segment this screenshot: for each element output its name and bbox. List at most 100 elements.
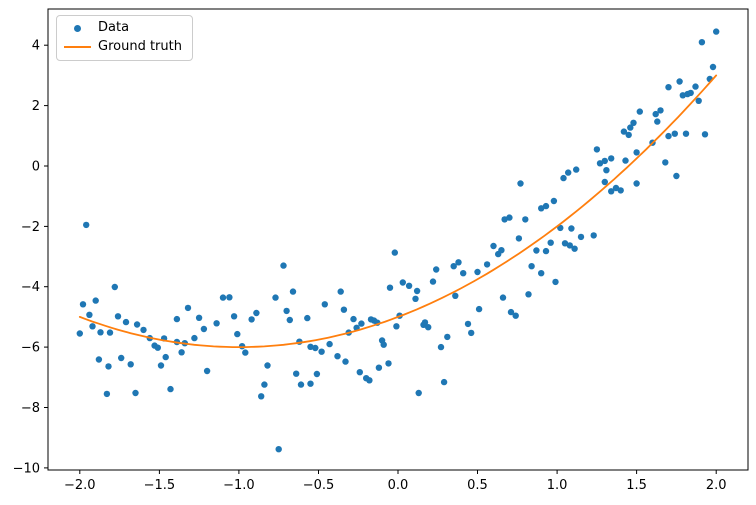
legend-item-data: Data [64, 21, 182, 35]
data-point [568, 225, 575, 232]
data-point [184, 304, 192, 312]
data-point [312, 344, 319, 352]
data-point [654, 118, 661, 125]
data-point [242, 349, 249, 356]
data-point [590, 232, 597, 239]
data-point [620, 128, 628, 135]
data-point [608, 188, 615, 195]
data-point [127, 361, 134, 368]
data-point [709, 63, 717, 71]
data-point [304, 314, 311, 322]
data-point [444, 333, 451, 341]
y-tick-label: −2 [21, 220, 40, 235]
data-point [593, 146, 601, 153]
data-point [307, 380, 314, 387]
data-point [307, 343, 314, 350]
data-point [542, 202, 550, 210]
data-point [226, 294, 233, 301]
data-point [275, 446, 282, 453]
data-point [636, 108, 643, 115]
data-point [297, 381, 305, 388]
data-point [522, 216, 529, 223]
data-point [140, 326, 147, 334]
data-point [286, 316, 293, 324]
data-point [608, 155, 615, 162]
data-point [412, 295, 419, 302]
data-point [499, 294, 507, 301]
data-point [440, 378, 448, 386]
data-point [103, 390, 111, 398]
data-point [566, 242, 573, 249]
data-point [326, 340, 333, 348]
data-point [571, 245, 578, 252]
data-point [356, 369, 363, 376]
data-point [538, 270, 545, 277]
data-point [455, 259, 462, 266]
data-point [293, 370, 300, 377]
data-point [253, 309, 260, 317]
data-point [399, 279, 406, 286]
x-tick-label: −1.0 [223, 478, 255, 493]
scatter-marker-icon [74, 24, 81, 32]
data-point [105, 363, 112, 370]
data-point [114, 313, 122, 320]
y-tick-label: −10 [13, 461, 40, 476]
data-point [318, 348, 325, 355]
data-point [76, 330, 84, 337]
legend-label-ground-truth: Ground truth [98, 39, 182, 54]
data-point [512, 312, 519, 319]
data-point [375, 364, 383, 371]
data-point [421, 319, 429, 326]
data-point [542, 247, 550, 255]
data-point [380, 341, 387, 348]
data-point [612, 184, 620, 192]
data-point [565, 169, 572, 176]
data-point [92, 297, 99, 304]
data-point [692, 83, 699, 90]
y-tick-label: −8 [21, 401, 40, 416]
data-point [657, 107, 664, 114]
data-point [515, 235, 523, 242]
data-point [413, 287, 421, 295]
x-tick-label: 2.0 [706, 478, 727, 493]
data-point [682, 130, 690, 137]
data-point [106, 329, 114, 336]
data-point [203, 367, 211, 375]
data-point [507, 308, 515, 316]
data-point [162, 353, 169, 361]
legend-item-ground-truth: Ground truth [64, 40, 182, 54]
data-point [366, 377, 373, 384]
data-point [547, 239, 554, 246]
data-point [358, 320, 365, 327]
data-point [219, 294, 227, 301]
data-point [525, 291, 532, 298]
data-point [450, 263, 457, 270]
data-point [695, 97, 702, 105]
data-point [95, 356, 103, 363]
data-point [633, 180, 640, 187]
data-point [560, 174, 567, 182]
x-tick-label: −2.0 [64, 478, 96, 493]
data-point [506, 214, 513, 221]
data-point [283, 307, 290, 315]
data-point [701, 131, 709, 138]
data-point [552, 278, 559, 286]
data-point [122, 318, 130, 326]
data-point [334, 353, 341, 360]
legend-handle [64, 24, 91, 32]
x-tick-label: −1.5 [144, 478, 176, 493]
data-point [528, 263, 535, 270]
data-point [167, 385, 174, 393]
data-point [79, 301, 87, 308]
data-point [483, 261, 491, 268]
data-point [698, 39, 706, 46]
data-point [195, 314, 203, 321]
data-point [393, 323, 400, 330]
data-point [425, 324, 432, 331]
data-point [248, 316, 255, 323]
data-point [386, 284, 394, 291]
data-point [468, 329, 475, 337]
data-point [601, 178, 608, 186]
data-point [533, 247, 540, 254]
